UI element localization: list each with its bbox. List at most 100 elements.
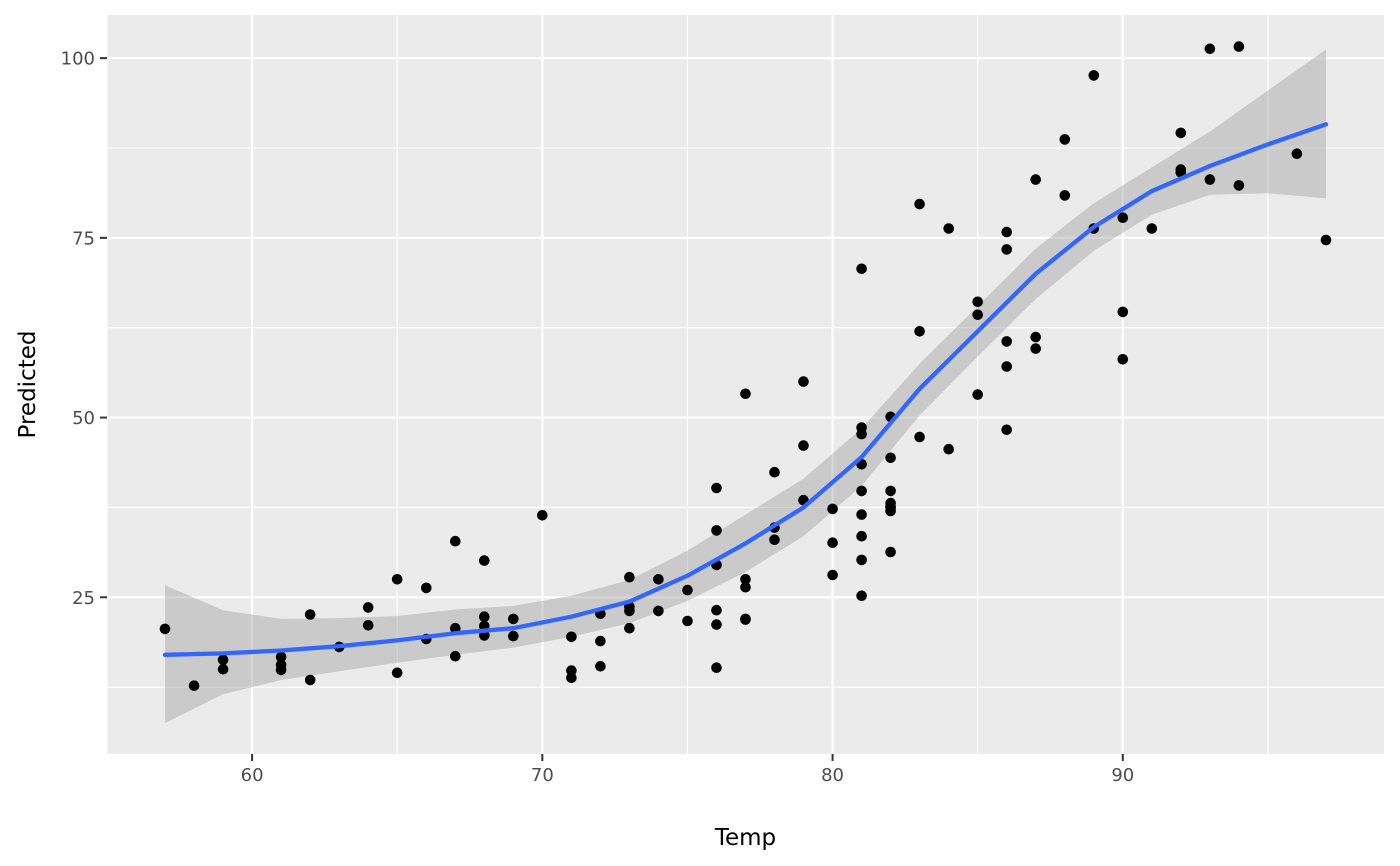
x-tick-label: 90 — [1111, 765, 1134, 786]
data-point — [450, 650, 461, 662]
data-point — [1146, 223, 1158, 234]
data-point — [711, 619, 722, 630]
data-point — [479, 611, 490, 622]
x-tick-label: 70 — [531, 765, 554, 786]
x-tick-label: 80 — [821, 765, 844, 786]
data-point — [885, 485, 896, 497]
data-point — [159, 623, 171, 635]
data-point — [711, 525, 722, 536]
data-point — [624, 571, 635, 583]
data-points — [159, 41, 1332, 691]
data-point — [769, 534, 780, 546]
data-point — [391, 667, 403, 679]
data-point — [885, 502, 896, 513]
x-tick-label: 60 — [241, 765, 264, 786]
data-point — [943, 443, 954, 455]
data-point — [1030, 174, 1041, 185]
y-tick-label: 50 — [72, 408, 95, 429]
data-point — [769, 466, 780, 478]
data-point — [1117, 306, 1129, 318]
data-point — [856, 590, 867, 602]
data-point — [711, 604, 722, 616]
data-point — [1001, 361, 1012, 372]
data-point — [1233, 180, 1245, 191]
data-point — [508, 613, 519, 625]
data-point — [972, 309, 983, 321]
data-point — [856, 263, 867, 275]
data-point — [450, 535, 461, 547]
data-point — [1204, 43, 1216, 55]
data-point — [595, 635, 606, 647]
data-point — [1059, 190, 1071, 201]
data-point — [740, 574, 751, 585]
data-point — [943, 223, 954, 234]
data-point — [1001, 226, 1012, 238]
data-point — [217, 663, 229, 675]
data-point — [566, 672, 577, 684]
x-axis: 60 70 80 90 — [241, 754, 1134, 786]
data-point — [827, 569, 838, 581]
data-point — [798, 440, 809, 451]
data-point — [885, 546, 896, 558]
data-point — [740, 388, 751, 400]
data-point — [1117, 212, 1129, 223]
data-point — [595, 661, 606, 672]
data-point — [856, 509, 867, 520]
data-point — [362, 602, 374, 613]
data-point — [1059, 134, 1071, 145]
data-point — [217, 654, 229, 666]
data-point — [391, 574, 403, 585]
data-point — [740, 613, 751, 625]
data-point — [682, 584, 693, 596]
data-point — [711, 482, 722, 494]
data-point — [304, 674, 316, 686]
plot-panel — [107, 15, 1384, 754]
data-point — [972, 296, 983, 308]
major-gridlines — [107, 15, 1384, 754]
data-point — [1117, 354, 1129, 365]
smooth-line — [162, 122, 1329, 657]
y-tick-label: 75 — [72, 228, 95, 249]
data-point — [624, 622, 635, 634]
data-point — [740, 581, 751, 593]
data-point — [856, 554, 867, 566]
data-point — [1175, 167, 1187, 178]
data-point — [653, 605, 664, 617]
data-point — [566, 631, 577, 643]
data-point — [275, 664, 287, 676]
data-point — [624, 605, 635, 617]
data-point — [362, 620, 374, 631]
data-point — [1001, 336, 1012, 347]
data-point — [1233, 41, 1245, 52]
data-point — [885, 452, 896, 464]
data-point — [856, 428, 867, 440]
data-point — [914, 198, 925, 210]
data-point — [1088, 70, 1100, 81]
data-point — [1001, 244, 1012, 255]
data-point — [856, 530, 867, 542]
data-point — [1030, 343, 1041, 354]
y-axis-title: Predicted — [15, 331, 41, 439]
data-point — [1030, 331, 1041, 343]
data-point — [479, 555, 490, 566]
data-point — [304, 609, 316, 620]
x-axis-title: Temp — [714, 825, 776, 851]
data-point — [275, 651, 287, 663]
y-axis: 25 50 75 100 — [61, 49, 107, 609]
data-point — [421, 582, 432, 594]
data-point — [914, 431, 925, 443]
data-point — [1320, 234, 1332, 246]
data-point — [972, 389, 983, 400]
data-point — [653, 574, 664, 585]
data-point — [827, 503, 838, 515]
y-tick-label: 100 — [61, 49, 95, 70]
data-point — [914, 326, 925, 337]
data-point — [682, 615, 693, 627]
data-point — [1001, 424, 1012, 436]
data-point — [1291, 148, 1303, 159]
data-point — [856, 485, 867, 497]
data-point — [188, 680, 200, 691]
data-point — [798, 376, 809, 387]
minor-gridlines — [106, 15, 1384, 754]
